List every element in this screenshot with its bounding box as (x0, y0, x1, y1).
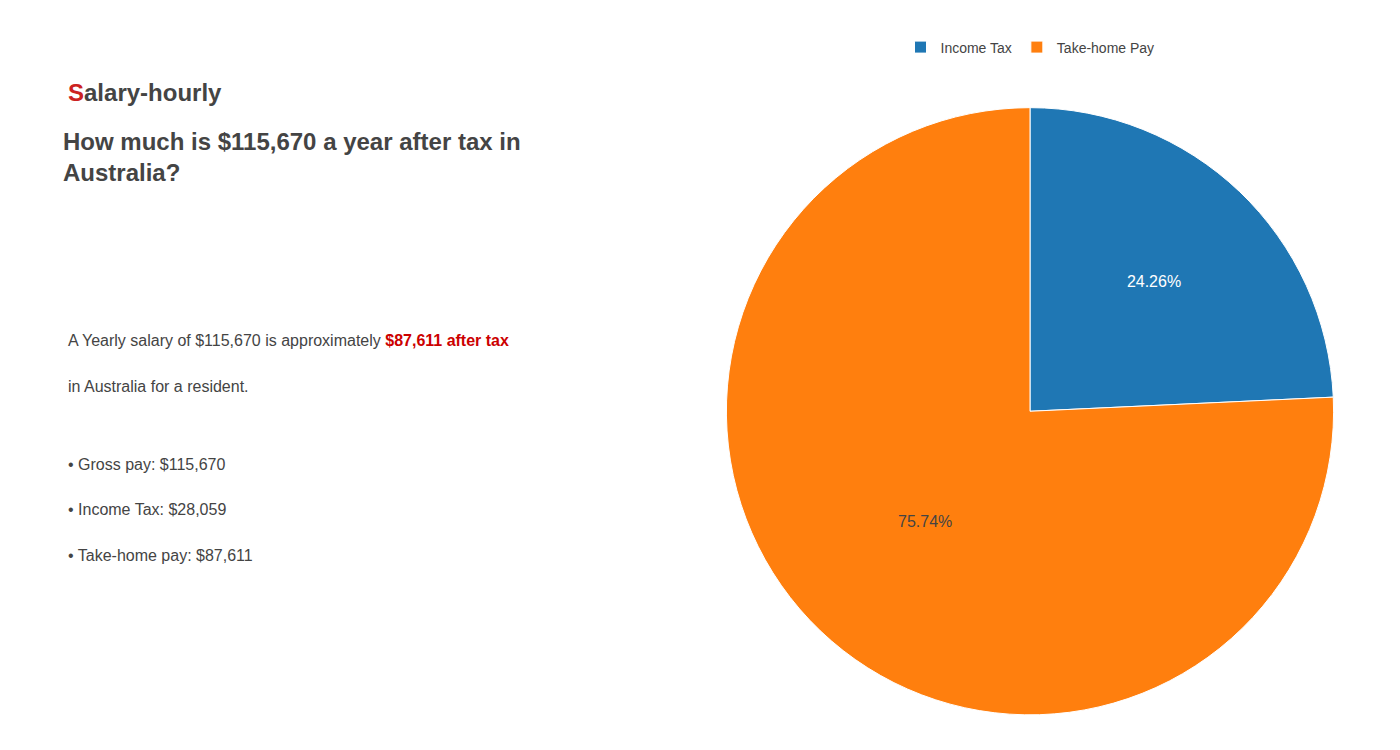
svg-text:Take-home Pay: Take-home Pay (1057, 40, 1154, 56)
svg-text:• Take-home pay: $87,611: • Take-home pay: $87,611 (68, 547, 253, 564)
svg-text:• Income Tax: $28,059: • Income Tax: $28,059 (68, 501, 226, 518)
svg-text:in Australia for a resident.: in Australia for a resident. (68, 378, 249, 395)
svg-text:75.74%: 75.74% (898, 513, 952, 530)
svg-text:24.26%: 24.26% (1127, 273, 1181, 290)
svg-text:Salary-hourly: Salary-hourly (68, 79, 222, 106)
svg-text:How much is $115,670 a year af: How much is $115,670 a year after tax in… (63, 128, 521, 186)
svg-text:• Gross pay: $115,670: • Gross pay: $115,670 (68, 456, 226, 473)
svg-text:A Yearly salary of $115,670 is: A Yearly salary of $115,670 is approxima… (68, 332, 509, 349)
svg-text:Income Tax: Income Tax (941, 40, 1012, 56)
